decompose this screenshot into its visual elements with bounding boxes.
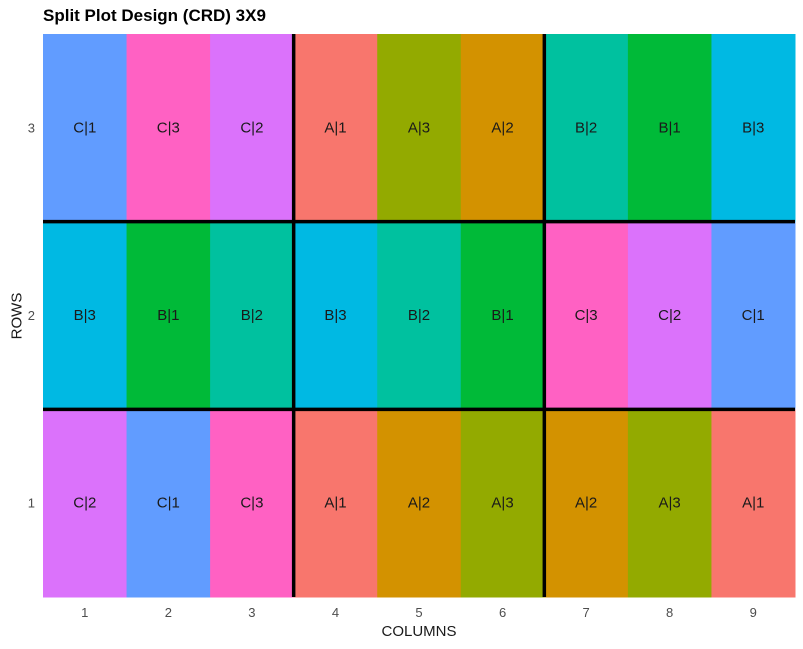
heatmap-cell <box>460 221 545 410</box>
heatmap-cell <box>544 221 629 410</box>
cell-label: B|2 <box>575 119 597 136</box>
cell-label: B|2 <box>408 307 430 324</box>
cell-label: A|1 <box>324 495 346 512</box>
cell-label: C|1 <box>742 307 765 324</box>
heatmap-cell <box>711 34 796 223</box>
heatmap-cell <box>43 409 128 598</box>
cell-label: A|1 <box>742 495 764 512</box>
x-axis-label: COLUMNS <box>381 623 457 640</box>
heatmap-cell <box>377 221 462 410</box>
cell-label: B|1 <box>157 307 179 324</box>
x-tick-label: 6 <box>499 605 506 620</box>
heatmap-cell <box>377 409 462 598</box>
cell-label: C|2 <box>658 307 681 324</box>
cell-label: C|2 <box>240 119 263 136</box>
y-tick-label: 1 <box>28 496 35 511</box>
x-tick-label: 2 <box>165 605 172 620</box>
heatmap-cell <box>627 34 712 223</box>
cell-label: B|3 <box>324 307 346 324</box>
heatmap-cell <box>43 34 128 223</box>
cell-label: C|3 <box>240 495 263 512</box>
x-tick-label: 5 <box>415 605 422 620</box>
chart-title: Split Plot Design (CRD) 3X9 <box>43 6 266 25</box>
cell-label: A|2 <box>575 495 597 512</box>
heatmap-cell <box>210 34 295 223</box>
heatmap-cell <box>627 409 712 598</box>
cell-label: B|3 <box>74 307 96 324</box>
cell-label: B|1 <box>491 307 513 324</box>
heatmap-cell <box>627 221 712 410</box>
cell-label: B|3 <box>742 119 764 136</box>
cell-label: C|3 <box>575 307 598 324</box>
cell-label: C|1 <box>73 119 96 136</box>
heatmap-cell <box>544 409 629 598</box>
cell-label: C|1 <box>157 495 180 512</box>
heatmap-cell <box>711 221 796 410</box>
heatmap-cell <box>460 34 545 223</box>
heatmap-cell <box>210 221 295 410</box>
heatmap-cell <box>293 409 378 598</box>
y-tick-label: 3 <box>28 120 35 135</box>
heatmap-cell <box>711 409 796 598</box>
heatmap-cell <box>126 221 211 410</box>
x-tick-label: 7 <box>582 605 589 620</box>
x-tick-label: 8 <box>666 605 673 620</box>
cell-label: B|2 <box>241 307 263 324</box>
heatmap-cell <box>43 221 128 410</box>
cell-label: A|1 <box>324 119 346 136</box>
cell-label: A|3 <box>408 119 430 136</box>
cell-label: A|2 <box>408 495 430 512</box>
heatmap-cell <box>460 409 545 598</box>
heatmap-cell <box>293 34 378 223</box>
cell-label: C|2 <box>73 495 96 512</box>
heatmap-cell <box>293 221 378 410</box>
cell-label: C|3 <box>157 119 180 136</box>
x-tick-label: 4 <box>332 605 339 620</box>
x-tick-label: 3 <box>248 605 255 620</box>
heatmap-cell <box>544 34 629 223</box>
x-tick-label: 9 <box>750 605 757 620</box>
y-tick-label: 2 <box>28 308 35 323</box>
heatmap-cell <box>210 409 295 598</box>
cell-label: B|1 <box>659 119 681 136</box>
cell-label: A|2 <box>491 119 513 136</box>
cell-label: A|3 <box>491 495 513 512</box>
heatmap-cell <box>377 34 462 223</box>
cell-label: A|3 <box>659 495 681 512</box>
x-tick-label: 1 <box>81 605 88 620</box>
heatmap-cell <box>126 34 211 223</box>
y-axis-label: ROWS <box>8 292 26 340</box>
heatmap-cell <box>126 409 211 598</box>
